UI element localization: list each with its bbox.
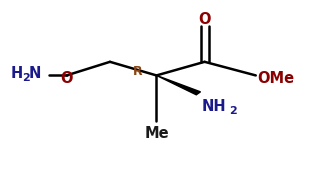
Text: 2: 2	[23, 73, 30, 83]
Text: N: N	[29, 66, 41, 81]
Text: R: R	[133, 65, 142, 78]
Polygon shape	[156, 75, 200, 95]
Text: OMe: OMe	[257, 71, 295, 86]
Text: O: O	[60, 71, 73, 86]
Text: Me: Me	[144, 126, 169, 141]
Text: NH: NH	[202, 99, 226, 114]
Text: O: O	[198, 12, 211, 27]
Text: H: H	[11, 66, 23, 81]
Text: 2: 2	[229, 106, 237, 116]
